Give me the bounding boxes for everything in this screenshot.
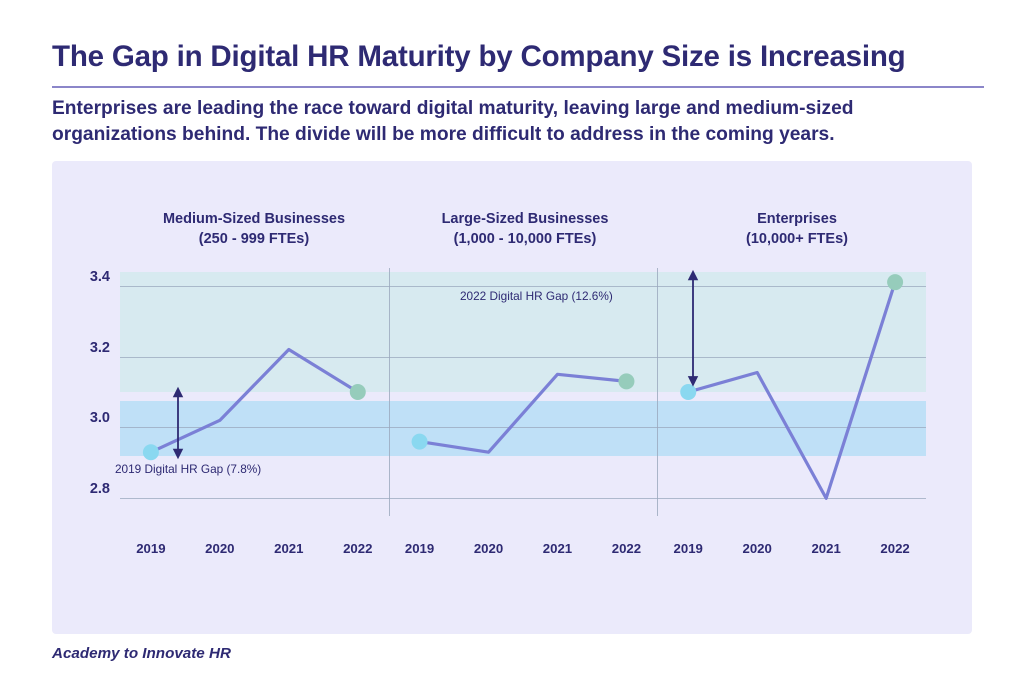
- x-tick-medium-2022: 2022: [343, 541, 373, 556]
- facet-title-enterprises-line1: Enterprises: [757, 211, 837, 227]
- marker-enterprises-2019: [680, 384, 697, 400]
- series-line-large: [417, 372, 629, 454]
- y-tick-3.0: 3.0: [89, 410, 110, 427]
- x-tick-large-2021: 2021: [542, 541, 573, 556]
- chart-panel: Medium-Sized Businesses (250 - 999 FTEs)…: [52, 161, 972, 634]
- band-upper-band: [120, 271, 926, 392]
- x-tick-medium-2020: 2020: [205, 541, 235, 556]
- x-tick-enterprises-2022: 2022: [880, 541, 910, 556]
- marker-medium-2019: [142, 444, 159, 461]
- x-tick-medium-2021: 2021: [274, 541, 304, 556]
- page-title: The Gap in Digital HR Maturity by Compan…: [52, 40, 906, 73]
- title-divider: [52, 86, 984, 88]
- source-caption: Academy to Innovate HR: [52, 645, 231, 662]
- y-tick-3.2: 3.2: [89, 339, 110, 356]
- x-tick-enterprises-2020: 2020: [742, 541, 772, 556]
- y-tick-2.8: 2.8: [89, 481, 110, 498]
- gridline-2.8: [120, 498, 926, 500]
- annotation-label-gap-2019: 2019 Digital HR Gap (7.8%): [115, 462, 262, 476]
- facet-title-enterprises-line2: (10,000+ FTEs): [746, 231, 848, 247]
- facet-title-large-line1: Large-Sized Businesses: [441, 211, 609, 227]
- gridline-3.0: [120, 427, 926, 429]
- series-line-enterprises: [686, 280, 897, 500]
- x-tick-large-2020: 2020: [473, 541, 504, 556]
- marker-medium-2022: [349, 384, 366, 400]
- facet-title-medium-line1: Medium-Sized Businesses: [162, 211, 346, 227]
- marker-large-2022: [618, 373, 635, 390]
- facet-title-medium: Medium-Sized Businesses (250 - 999 FTEs): [134, 209, 374, 249]
- x-tick-large-2022: 2022: [611, 541, 642, 556]
- series-line-medium: [149, 347, 360, 454]
- facet-title-large: Large-Sized Businesses (1,000 - 10,000 F…: [405, 209, 645, 249]
- gridline-3.2: [120, 356, 926, 358]
- facet-title-enterprises: Enterprises (10,000+ FTEs): [677, 209, 917, 249]
- x-tick-enterprises-2019: 2019: [673, 541, 703, 556]
- marker-large-2019: [411, 433, 428, 450]
- marker-enterprises-2022: [887, 274, 904, 291]
- series-lines: [142, 274, 904, 500]
- page-subtitle: Enterprises are leading the race toward …: [52, 98, 854, 145]
- facet-divider-2: [657, 268, 659, 516]
- x-tick-medium-2019: 2019: [136, 541, 166, 556]
- facet-title-large-line2: (1,000 - 10,000 FTEs): [453, 231, 597, 247]
- x-tick-large-2019: 2019: [404, 541, 435, 556]
- facet-divider-1: [388, 268, 390, 516]
- plot-area: [120, 268, 926, 516]
- facet-title-medium-line2: (250 - 999 FTEs): [198, 231, 310, 247]
- gridline-3.4: [120, 285, 926, 287]
- x-tick-enterprises-2021: 2021: [811, 541, 841, 556]
- y-tick-3.4: 3.4: [89, 268, 110, 285]
- annotation-label-gap-2022: 2022 Digital HR Gap (12.6%): [460, 289, 613, 304]
